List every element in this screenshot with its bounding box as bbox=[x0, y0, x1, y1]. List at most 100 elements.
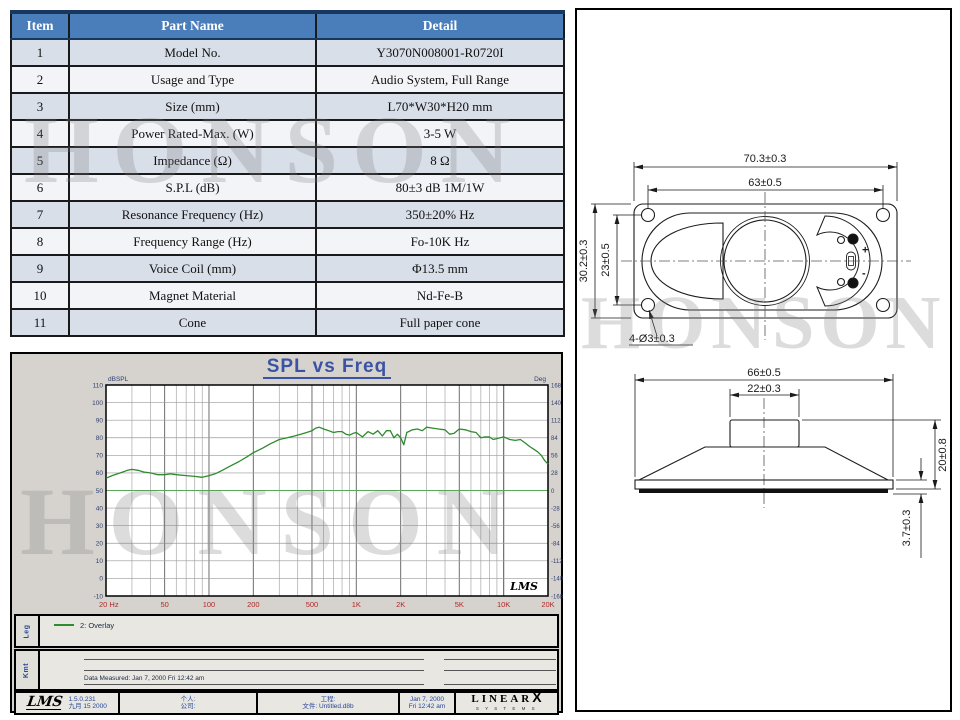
x-tick: 20 Hz bbox=[99, 600, 119, 609]
cell-part-name: Magnet Material bbox=[68, 281, 317, 310]
solder-pad-minus bbox=[847, 277, 859, 289]
cell-item: 5 bbox=[10, 146, 70, 175]
comment-content: Data Measured: Jan 7, 2000 Fri 12:42 am bbox=[40, 651, 557, 689]
ruled-line bbox=[444, 684, 556, 685]
y-right-tick: 168 bbox=[551, 383, 562, 389]
ruled-line bbox=[84, 659, 424, 660]
cell-item: 1 bbox=[10, 38, 70, 67]
basket-obround bbox=[641, 212, 883, 311]
brand-main: LINEAR bbox=[471, 693, 533, 705]
dim-overall-width: 70.3±0.3 bbox=[744, 153, 787, 165]
cell-item: 11 bbox=[10, 308, 70, 337]
table-row: 8 Frequency Range (Hz) Fo-10K Hz bbox=[10, 227, 565, 256]
cell-detail: 8 Ω bbox=[315, 146, 565, 175]
cell-item: 8 bbox=[10, 227, 70, 256]
header-item: Item bbox=[10, 10, 70, 40]
cell-detail: Fo-10K Hz bbox=[315, 227, 565, 256]
centerlines bbox=[621, 192, 911, 508]
dim-flange-thickness: 3.7±0.3 bbox=[901, 510, 913, 547]
mounting-hole bbox=[640, 207, 656, 223]
polarity-plus-mark: + bbox=[862, 245, 868, 257]
cell-detail: 350±20% Hz bbox=[315, 200, 565, 229]
header-part-name: Part Name bbox=[68, 10, 317, 40]
company-label: 公司: bbox=[180, 703, 196, 710]
y-left-tick: 50 bbox=[96, 488, 104, 495]
y-right-tick: 112 bbox=[551, 418, 561, 424]
terminal-hole bbox=[836, 235, 846, 245]
frame-cone-profile bbox=[638, 446, 889, 481]
cell-part-name: Cone bbox=[68, 308, 317, 337]
lms-chart-panel: SPL vs Freq 110 100 90 80 70 60 50 40 30 20 10 0 -10… bbox=[10, 352, 564, 715]
y-right-tick: -56 bbox=[551, 524, 560, 530]
person-label: 个人: bbox=[180, 695, 196, 703]
spec-table: Item Part Name Detail 1 Model No. Y3070N00… bbox=[10, 10, 565, 337]
cell-part-name: Power Rated-Max. (W) bbox=[68, 119, 317, 148]
x-tick: 2K bbox=[396, 600, 405, 609]
y-right-tick: -112 bbox=[551, 559, 563, 565]
legend-strip-label: Leg bbox=[16, 616, 40, 646]
legend-content: 2: Overlay bbox=[40, 616, 114, 646]
cell-item: 2 bbox=[10, 65, 70, 94]
lms-footer-bar: LMS 1.5.0.231 九月 15 2000 个人: 公司: 工程: 文件:… bbox=[14, 691, 559, 715]
spec-table-body: 1 Model No. Y3070N008001-R0720I 2 Usage and … bbox=[10, 38, 565, 337]
y-left-tick: 30 bbox=[96, 523, 104, 530]
dim-overall-height: 30.2±0.3 bbox=[578, 240, 590, 283]
dim-hole-span-vertical: 23±0.5 bbox=[600, 243, 612, 277]
x-tick: 1K bbox=[352, 600, 361, 609]
dim-hole-span: 63±0.5 bbox=[748, 177, 782, 189]
cell-detail: Full paper cone bbox=[315, 308, 565, 337]
project-label: 工程: bbox=[320, 695, 336, 703]
dim-flange-width: 66±0.5 bbox=[747, 367, 781, 379]
footer-project-cell: 工程: 文件: Untitled.d8b bbox=[256, 693, 398, 713]
comment-strip: Kmt Data Measured: Jan 7, 2000 Fri 12:42… bbox=[14, 649, 559, 691]
magnet-block bbox=[729, 419, 800, 448]
chart-title: SPL vs Freq bbox=[106, 356, 548, 379]
footer-date-cell: Jan 7, 2000 Fri 12:42 am bbox=[398, 693, 454, 713]
cell-detail: Nd-Fe-B bbox=[315, 281, 565, 310]
y-right-tick: 140 bbox=[551, 401, 562, 407]
cell-part-name: Size (mm) bbox=[68, 92, 317, 121]
y-right-unit-label: Deg bbox=[534, 376, 546, 383]
table-row: 4 Power Rated-Max. (W) 3-5 W bbox=[10, 119, 565, 148]
table-row: 3 Size (mm) L70*W30*H20 mm bbox=[10, 92, 565, 121]
y-left-tick: 10 bbox=[96, 558, 104, 565]
y-left-tick: 20 bbox=[96, 541, 104, 548]
top-view-dimensions bbox=[591, 162, 898, 346]
y-left-tick: 0 bbox=[99, 576, 103, 583]
gasket-strip bbox=[639, 489, 888, 493]
linearx-logo: LINEARX S Y S T E M S bbox=[454, 693, 557, 713]
cell-detail: 80±3 dB 1M/1W bbox=[315, 173, 565, 202]
side-view-dimensions bbox=[634, 374, 941, 558]
y-right-tick: 0 bbox=[551, 489, 555, 495]
table-row: 7 Resonance Frequency (Hz) 350±20% Hz bbox=[10, 200, 565, 229]
x-tick: 500 bbox=[306, 600, 319, 609]
brand-x-glyph: X bbox=[532, 693, 542, 705]
polarity-minus-mark: - bbox=[862, 268, 866, 280]
terminal-crescent bbox=[816, 215, 871, 307]
y-left-tick: 40 bbox=[96, 505, 104, 512]
mounting-hole bbox=[640, 297, 656, 313]
legend-line-swatch bbox=[54, 624, 74, 626]
footer-person-cell: 个人: 公司: bbox=[118, 693, 256, 713]
y-left-tick: 100 bbox=[92, 400, 103, 407]
comment-strip-label: Kmt bbox=[16, 651, 40, 689]
y-right-tick: 28 bbox=[551, 471, 558, 477]
x-tick: 5K bbox=[455, 600, 464, 609]
footer-date: Jan 7, 2000 bbox=[410, 695, 444, 703]
spl-curve bbox=[105, 426, 549, 479]
ruled-line bbox=[84, 684, 424, 685]
plot-border bbox=[105, 384, 549, 597]
table-row: 1 Model No. Y3070N008001-R0720I bbox=[10, 38, 565, 67]
terminal-hole bbox=[836, 277, 846, 287]
y-right-tick: -168 bbox=[551, 594, 564, 600]
cell-detail: 3-5 W bbox=[315, 119, 565, 148]
cell-part-name: Resonance Frequency (Hz) bbox=[68, 200, 317, 229]
cell-detail: L70*W30*H20 mm bbox=[315, 92, 565, 121]
footer-time: Fri 12:42 am bbox=[408, 703, 446, 710]
footer-version-cell: LMS 1.5.0.231 九月 15 2000 bbox=[16, 693, 118, 713]
ruled-line bbox=[444, 659, 556, 660]
cell-part-name: S.P.L (dB) bbox=[68, 173, 317, 202]
cell-detail: Audio System, Full Range bbox=[315, 65, 565, 94]
cell-detail: Y3070N008001-R0720I bbox=[315, 38, 565, 67]
cell-detail: Φ13.5 mm bbox=[315, 254, 565, 283]
